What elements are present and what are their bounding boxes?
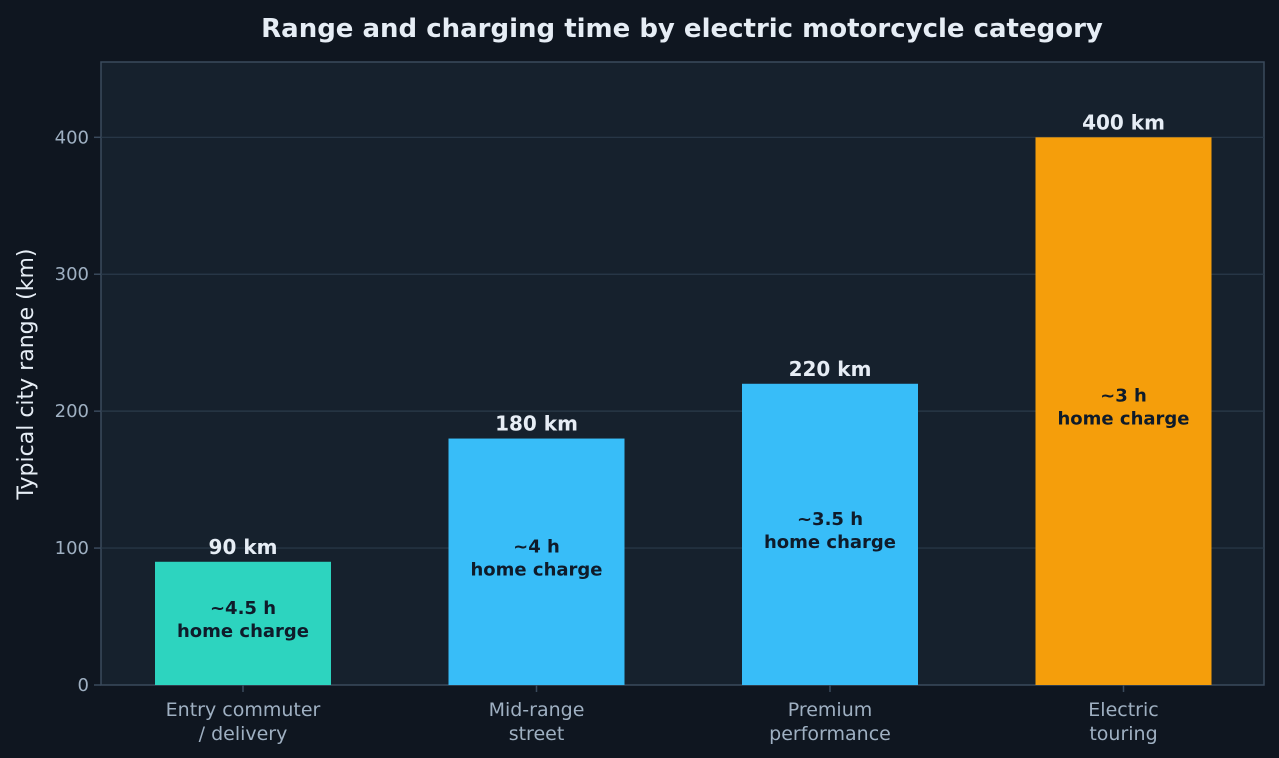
category-label: Premium (788, 699, 873, 721)
bar-inner-label: ~4 h (513, 536, 560, 557)
bar-inner-label: ~4.5 h (210, 598, 276, 619)
category-label: / delivery (199, 723, 288, 745)
y-tick-label: 0 (78, 675, 89, 696)
category-label: performance (769, 723, 891, 745)
bar-inner-label: ~3 h (1100, 386, 1147, 407)
category-label: street (509, 723, 565, 745)
y-tick-label: 100 (55, 538, 89, 559)
bar-inner-label: home charge (764, 532, 896, 553)
bar-inner-label: home charge (177, 621, 309, 642)
value-label: 220 km (789, 357, 872, 381)
value-label: 400 km (1082, 110, 1165, 134)
bar-3 (1035, 137, 1212, 686)
value-label: 90 km (209, 535, 278, 559)
y-tick-label: 300 (55, 264, 89, 285)
category-label: Electric (1088, 699, 1158, 721)
bar-0 (155, 561, 331, 685)
axes: 0 100 200 300 400 Entry commuter/ delivery Mid… (55, 127, 1159, 745)
y-tick-label: 200 (55, 401, 89, 422)
value-label: 180 km (495, 412, 578, 436)
bar-inner-label: ~3.5 h (797, 509, 863, 530)
bar-1 (448, 438, 625, 685)
y-tick-label: 400 (55, 127, 89, 148)
category-label: Entry commuter (166, 699, 321, 721)
category-label: touring (1089, 723, 1157, 745)
y-axis-label: Typical city range (km) (14, 249, 39, 501)
bar-inner-label: home charge (470, 559, 602, 580)
bar-inner-label: home charge (1057, 409, 1189, 430)
category-label: Mid-range (489, 699, 585, 721)
chart-title: Range and charging time by electric moto… (261, 14, 1103, 44)
bar-2 (742, 383, 918, 685)
